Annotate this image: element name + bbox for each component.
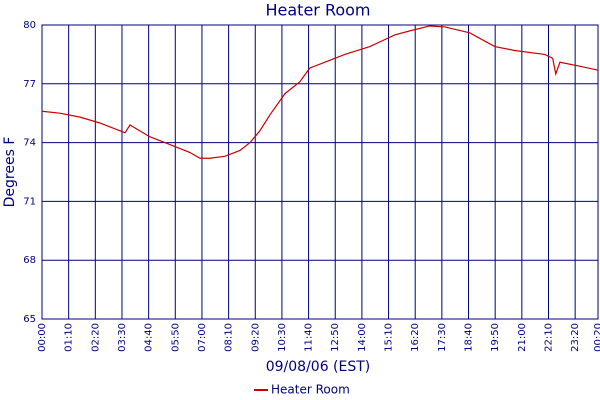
x-tick-label: 08:10 xyxy=(224,323,235,352)
y-tick-label: 65 xyxy=(23,314,36,325)
x-tick-label: 17:30 xyxy=(437,323,448,352)
x-tick-label: 16:20 xyxy=(410,323,421,352)
x-tick-label: 03:30 xyxy=(117,323,128,352)
data-line xyxy=(41,25,598,159)
x-tick-label: 05:50 xyxy=(170,323,181,352)
x-tick-label: 09:20 xyxy=(250,323,261,352)
x-tick-label: 00:20 xyxy=(593,323,600,352)
x-tick-label: 04:40 xyxy=(144,323,155,352)
legend-label: Heater Room xyxy=(271,383,350,397)
x-tick-label: 07:00 xyxy=(197,323,208,352)
chart-title: Heater Room xyxy=(265,1,370,20)
x-tick-label: 00:00 xyxy=(37,323,48,352)
x-tick-label: 15:10 xyxy=(384,323,395,352)
y-tick-label: 68 xyxy=(23,255,36,266)
x-tick-label: 02:20 xyxy=(90,323,101,352)
x-tick-label: 01:10 xyxy=(64,323,75,352)
x-tick-label: 18:40 xyxy=(464,323,475,352)
plot-frame xyxy=(41,24,599,320)
x-tick-label: 11:40 xyxy=(304,323,315,352)
x-tick-label: 23:20 xyxy=(570,323,581,352)
x-tick-label: 21:00 xyxy=(517,323,528,352)
y-tick-label: 80 xyxy=(23,20,36,31)
x-tick-label: 10:30 xyxy=(277,323,288,352)
y-axis-label: Degrees F xyxy=(2,137,18,208)
x-tick-label: 12:50 xyxy=(330,323,341,352)
x-tick-label: 14:00 xyxy=(357,323,368,352)
y-tick-label: 77 xyxy=(23,79,36,90)
x-tick-label: 22:10 xyxy=(543,323,554,352)
y-tick-label: 74 xyxy=(23,138,36,149)
x-axis-label: 09/08/06 (EST) xyxy=(266,359,371,375)
y-tick-label: 71 xyxy=(23,196,36,207)
x-tick-label: 19:50 xyxy=(490,323,501,352)
